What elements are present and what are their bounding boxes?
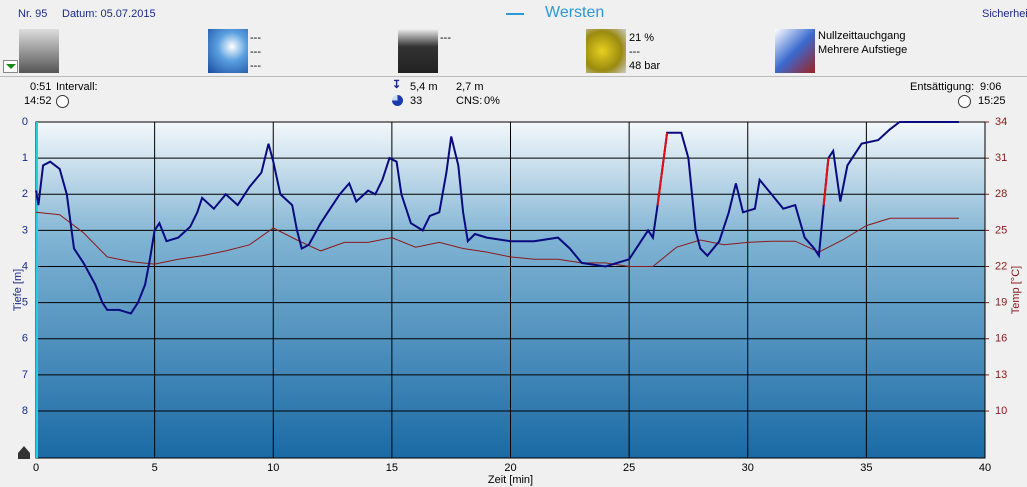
y-tick-label: 3 bbox=[22, 224, 28, 236]
y-tick-label: 4 bbox=[22, 260, 28, 272]
x-tick-label: 10 bbox=[267, 462, 279, 474]
duration: 0:51 bbox=[30, 81, 52, 93]
y-tick-label: 0 bbox=[22, 116, 28, 128]
buddy-icon bbox=[19, 29, 59, 73]
weather-3: --- bbox=[250, 60, 261, 72]
temperature-line bbox=[35, 211, 959, 267]
depth-line bbox=[656, 132, 669, 206]
dive-date: Datum: 05.07.2015 bbox=[62, 8, 156, 20]
x-tick-label: 30 bbox=[742, 462, 754, 474]
camera: --- bbox=[440, 32, 451, 44]
avg-depth: 2,7 m bbox=[456, 81, 484, 93]
y-tick-label: 6 bbox=[22, 333, 28, 345]
x-tick-label: 25 bbox=[623, 462, 635, 474]
y2-tick-label: 13 bbox=[995, 369, 1007, 381]
x-tick-label: 5 bbox=[152, 462, 158, 474]
site-name: Wersten bbox=[545, 4, 605, 21]
y2-tick-label: 34 bbox=[995, 116, 1007, 128]
interval-label: Intervall: bbox=[56, 81, 98, 93]
x-axis-label: Zeit [min] bbox=[488, 474, 533, 486]
camera-icon bbox=[398, 29, 438, 73]
cns: 0% bbox=[484, 95, 500, 107]
weather-icon bbox=[208, 29, 248, 73]
y2-tick-label: 31 bbox=[995, 152, 1007, 164]
y-axis-label: Tiefe [m] bbox=[12, 269, 24, 311]
depth-line bbox=[35, 121, 959, 315]
pie-icon bbox=[392, 95, 403, 106]
end-time: 15:25 bbox=[978, 95, 1006, 107]
clock-icon bbox=[56, 95, 69, 108]
y2-tick-label: 25 bbox=[995, 224, 1007, 236]
y2-tick-label: 16 bbox=[995, 333, 1007, 345]
dive-number: Nr. 95 bbox=[18, 8, 48, 20]
dive-type-1: Nullzeittauchgang bbox=[818, 30, 906, 42]
y2-axis-label: Temp [°C] bbox=[1010, 266, 1022, 314]
depth-line bbox=[822, 158, 830, 206]
y-tick-label: 2 bbox=[22, 188, 28, 200]
tank-icon bbox=[586, 29, 626, 73]
profile-chart: 0 5 10 15 20 25 30 35 40012345678343128252219161… bbox=[12, 116, 1022, 486]
gas-2: --- bbox=[629, 46, 640, 58]
separator bbox=[0, 76, 1027, 77]
y2-tick-label: 10 bbox=[995, 405, 1007, 417]
marker: 33 bbox=[410, 95, 423, 107]
x-tick-label: 20 bbox=[504, 462, 516, 474]
site-dash bbox=[506, 13, 524, 15]
y2-tick-label: 22 bbox=[995, 260, 1007, 272]
header-right: Sicherhei bbox=[982, 8, 1027, 20]
y-tick-label: 8 bbox=[22, 405, 28, 417]
y-tick-label: 7 bbox=[22, 369, 28, 381]
start-time: 14:52 bbox=[24, 95, 52, 107]
cns-label: CNS: bbox=[456, 95, 483, 107]
x-tick-label: 40 bbox=[979, 462, 991, 474]
home-icon bbox=[18, 446, 30, 459]
gas-o2: 21 % bbox=[629, 32, 655, 44]
x-tick-label: 15 bbox=[386, 462, 398, 474]
y2-tick-label: 19 bbox=[995, 297, 1007, 309]
desat-label: Entsättigung: bbox=[910, 81, 975, 93]
dive-type-2: Mehrere Aufstiege bbox=[818, 44, 908, 56]
dropdown[interactable] bbox=[3, 60, 18, 73]
x-tick-label: 35 bbox=[860, 462, 872, 474]
y-tick-label: 5 bbox=[22, 297, 28, 309]
clock-icon bbox=[958, 95, 971, 108]
x-tick-label: 0 bbox=[33, 462, 39, 474]
y2-tick-label: 28 bbox=[995, 188, 1007, 200]
weather-2: --- bbox=[250, 46, 261, 58]
gas-pressure: 48 bar bbox=[629, 60, 661, 72]
desat: 9:06 bbox=[980, 81, 1002, 93]
depth-arrow: ↧ bbox=[392, 79, 402, 91]
dive-type-icon bbox=[775, 29, 815, 73]
y-tick-label: 1 bbox=[22, 152, 28, 164]
max-depth: 5,4 m bbox=[410, 81, 438, 93]
weather-1: --- bbox=[250, 32, 261, 44]
